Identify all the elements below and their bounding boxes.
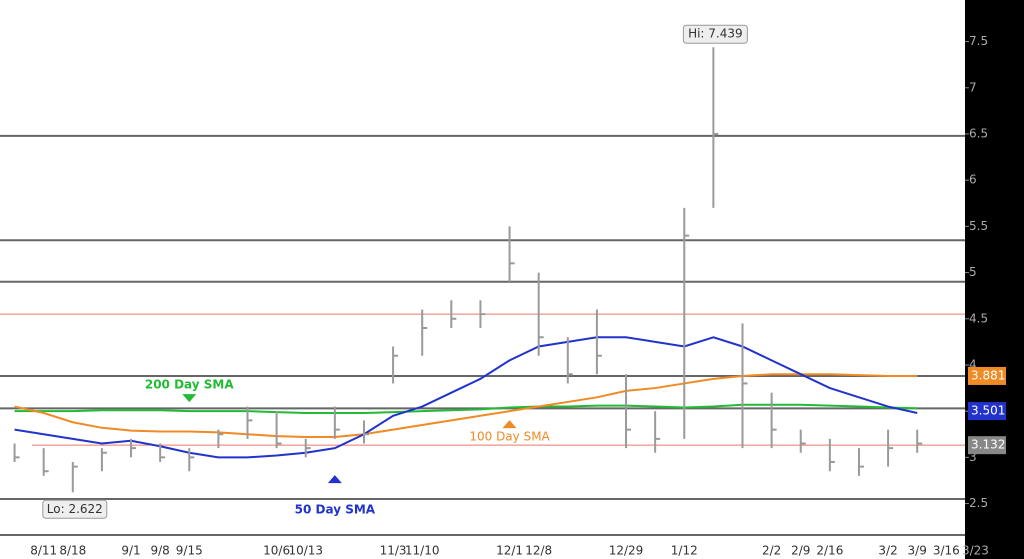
sma-label: 200 Day SMA [145, 378, 235, 392]
hi-box [682, 24, 748, 44]
x-tick-label: 3/2 [878, 544, 897, 558]
x-tick-label: 3/16 [933, 544, 960, 558]
sma-line [14, 403, 918, 415]
x-tick-label: 2/2 [762, 544, 781, 558]
y-tick-label: 5 [969, 265, 977, 279]
y-tick-label: 7.5 [969, 34, 988, 48]
y-tick-label: 4.5 [969, 311, 988, 325]
x-tick-label: 11/3 [380, 544, 407, 558]
x-tick-label: 8/18 [59, 544, 86, 558]
x-tick-label: 12/1 [496, 544, 523, 558]
y-tick-label: 6 [969, 173, 977, 187]
lo-box [42, 499, 108, 519]
y-tick-label: 3 [969, 450, 977, 464]
price-tag [968, 366, 1006, 385]
x-tick-label: 12/29 [609, 544, 644, 558]
x-tick-label: 8/11 [30, 544, 57, 558]
y-tick-label: 6.5 [969, 126, 988, 140]
price-tag-label: 3.132 [971, 438, 1005, 452]
price-tag-label: 3.881 [971, 368, 1005, 382]
x-tick-label: 9/15 [176, 544, 203, 558]
x-tick-label: 3/23 [962, 544, 989, 558]
sma-marker [502, 420, 517, 429]
sma-marker [327, 475, 342, 484]
x-tick-label: 12/8 [525, 544, 552, 558]
hi-label: Hi: 7.439 [688, 27, 743, 41]
price-tag-label: 3.501 [971, 404, 1005, 418]
x-tick-label: 1/12 [671, 544, 698, 558]
sma-label: 100 Day SMA [469, 430, 550, 444]
axis-panel [965, 0, 1024, 559]
x-tick-label: 10/13 [288, 544, 323, 558]
price-tag [968, 402, 1006, 421]
x-tick-label: 2/16 [816, 544, 843, 558]
sma-label: 50 Day SMA [295, 503, 376, 517]
price-tag [968, 436, 1006, 455]
y-tick-label: 2.5 [969, 496, 988, 510]
sma-line [14, 373, 918, 439]
x-tick-label: 9/8 [150, 544, 169, 558]
x-tick-label: 11/10 [405, 544, 440, 558]
sma-line [14, 336, 918, 459]
x-tick-label: 10/6 [263, 544, 290, 558]
y-tick-label: 4 [969, 357, 977, 371]
lo-label: Lo: 2.622 [47, 502, 103, 516]
x-tick-label: 2/9 [791, 544, 810, 558]
y-tick-label: 7 [969, 80, 977, 94]
y-tick-label: 5.5 [969, 219, 988, 233]
x-tick-label: 3/9 [908, 544, 927, 558]
sma-marker [182, 394, 197, 403]
x-tick-label: 9/1 [121, 544, 140, 558]
